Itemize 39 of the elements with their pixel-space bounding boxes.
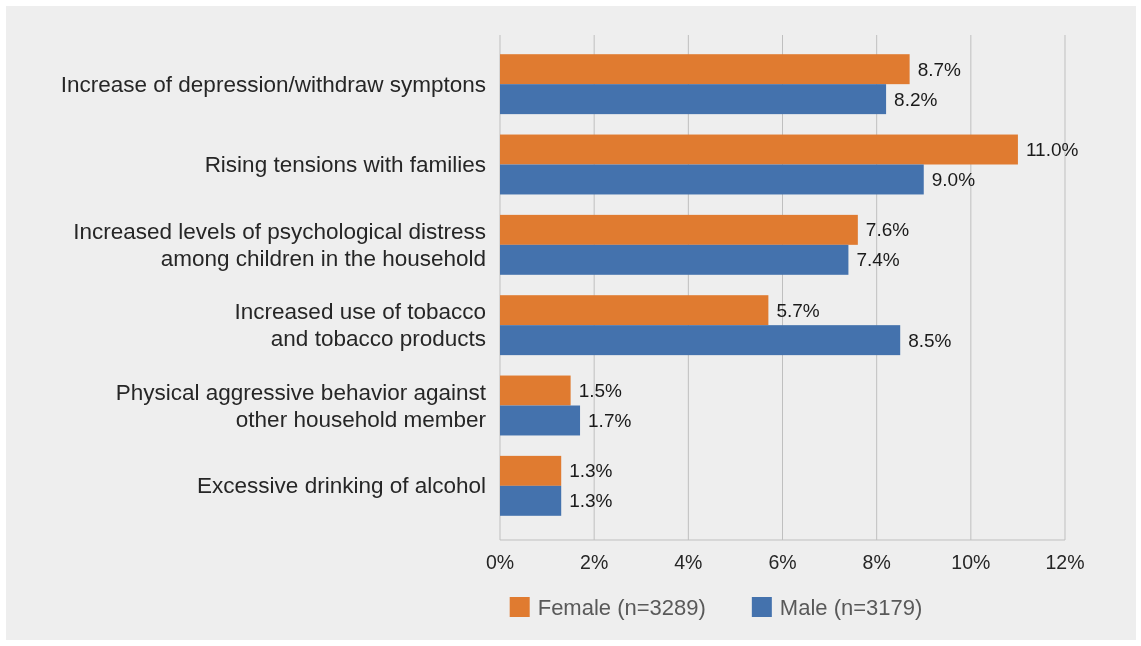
y-tick-label: Rising tensions with families (204, 152, 486, 177)
data-label: 8.7% (917, 58, 962, 80)
bar (500, 455, 562, 486)
legend-label: Male (n=3179) (779, 594, 923, 620)
x-tick-label: 0% (485, 551, 515, 573)
data-label: 7.6% (865, 219, 910, 241)
data-label: 8.2% (894, 88, 938, 110)
bar (500, 405, 581, 436)
data-label: 1.5% (578, 380, 623, 402)
bar (500, 214, 858, 245)
data-label: 1.3% (569, 490, 613, 512)
bar (500, 375, 571, 406)
x-tick-label: 8% (862, 551, 891, 573)
bar (500, 295, 769, 326)
x-tick-label: 12% (1045, 551, 1085, 573)
bar (500, 54, 910, 85)
bar (500, 164, 924, 195)
x-tick-label: 10% (951, 551, 991, 573)
y-tick-label: Physical aggressive behavior against other household member (115, 379, 487, 432)
x-tick-label: 2% (580, 551, 609, 573)
y-tick-label: Increased use of tobacco and tobacco products (234, 299, 486, 352)
y-tick-label: Excessive drinking of alcohol (197, 473, 486, 499)
y-tick-label: Increase of depression/withdraw symptons (60, 71, 486, 97)
data-label: 1.3% (569, 460, 613, 482)
data-label: 7.4% (856, 249, 900, 271)
bar (500, 325, 901, 356)
data-label: 9.0% (931, 168, 976, 190)
data-label: 1.7% (588, 409, 632, 431)
data-label: 11.0% (1025, 139, 1079, 161)
bar (500, 84, 887, 115)
legend-label: Female (n=3289) (537, 594, 706, 620)
bar (500, 485, 562, 516)
y-tick-label: Increased levels of psychological distress among children in the household (73, 218, 486, 271)
x-tick-label: 6% (768, 551, 797, 573)
data-label: 5.7% (776, 299, 820, 321)
x-tick-label: 4% (674, 551, 703, 573)
bar (500, 134, 1018, 165)
data-label: 8.5% (908, 329, 952, 351)
bar (500, 244, 849, 275)
